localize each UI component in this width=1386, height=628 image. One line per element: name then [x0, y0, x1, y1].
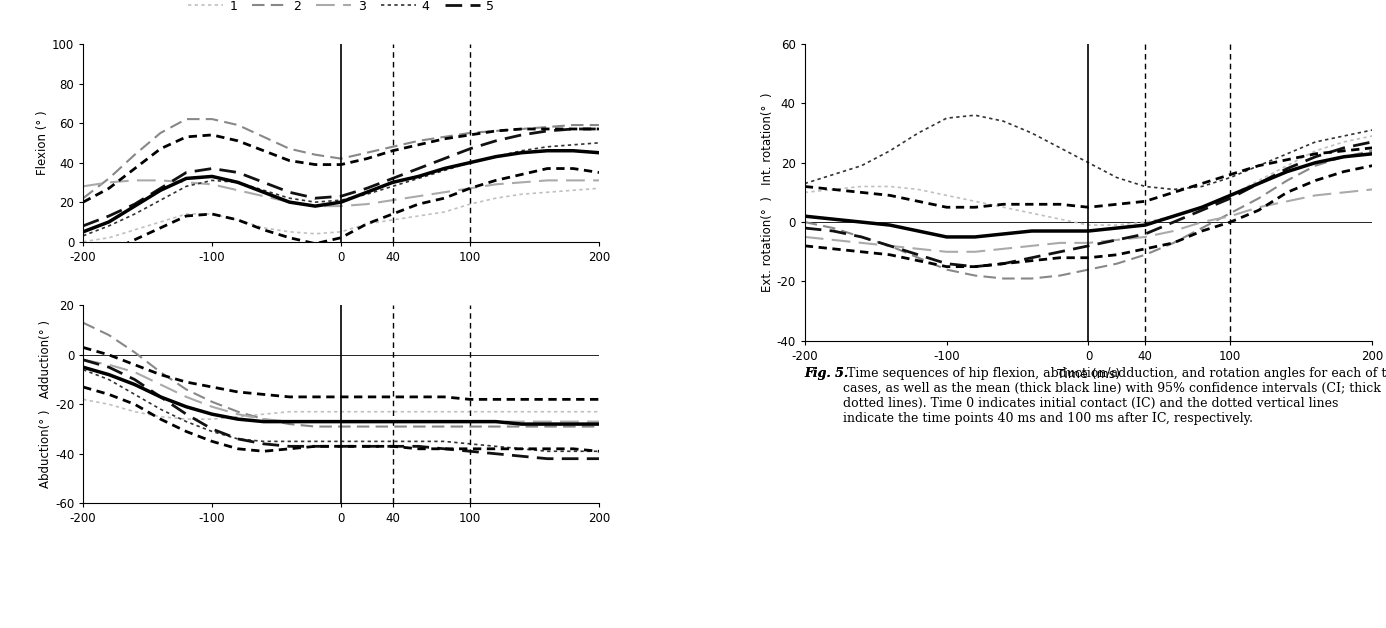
Text: Time sequences of hip flexion, abduction/adduction, and rotation angles for each: Time sequences of hip flexion, abduction… — [843, 367, 1386, 425]
X-axis label: Time (ms): Time (ms) — [1058, 369, 1120, 381]
Legend: 1, 2, 3, 4, 5: 1, 2, 3, 4, 5 — [183, 0, 499, 18]
Y-axis label: Abduction(° )   Adduction(° ): Abduction(° ) Adduction(° ) — [39, 320, 53, 489]
Text: Fig. 5.: Fig. 5. — [805, 367, 850, 380]
Y-axis label: Flexion (° ): Flexion (° ) — [36, 111, 49, 175]
Text: Fig. 5.: Fig. 5. — [805, 367, 850, 380]
Y-axis label: Ext. rotation(°  )   Int. rotation(°  ): Ext. rotation(° ) Int. rotation(° ) — [761, 93, 773, 292]
